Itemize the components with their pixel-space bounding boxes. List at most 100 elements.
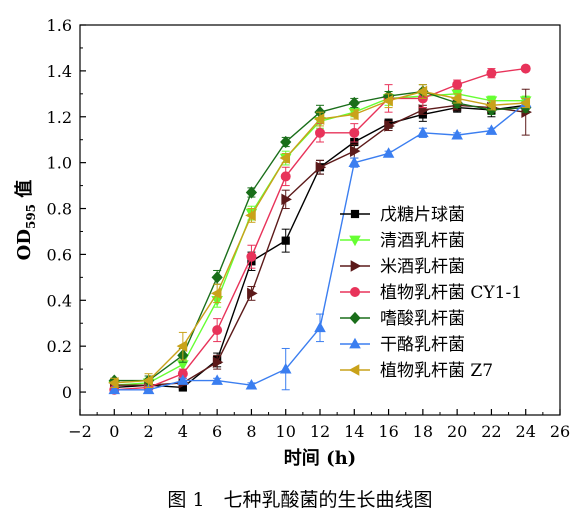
data-point bbox=[281, 236, 290, 245]
legend-marker bbox=[350, 287, 360, 297]
x-tick-label: 12 bbox=[310, 422, 330, 441]
x-tick-label: −2 bbox=[68, 422, 92, 441]
data-point bbox=[315, 127, 325, 138]
y-tick-label: 1.0 bbox=[47, 154, 72, 173]
data-point bbox=[212, 325, 223, 336]
y-tick-label: 1.4 bbox=[47, 62, 72, 81]
data-point bbox=[176, 340, 188, 352]
plot-frame bbox=[79, 24, 561, 416]
data-point bbox=[314, 321, 326, 333]
data-point bbox=[177, 374, 189, 385]
data-point bbox=[245, 186, 258, 199]
series-6 bbox=[108, 96, 532, 395]
data-point bbox=[417, 126, 429, 138]
y-axis: 0 0.2 0.4 0.6 0.8 1.0 1.2 1.4 1.6 bbox=[47, 16, 86, 402]
x-tick-label: 24 bbox=[516, 422, 536, 441]
x-tick-label: 20 bbox=[447, 422, 467, 441]
y-axis-title-main: OD bbox=[14, 229, 35, 260]
data-point bbox=[279, 152, 291, 164]
data-point bbox=[349, 145, 361, 157]
y-tick-label: 0.2 bbox=[47, 337, 72, 356]
data-point bbox=[108, 377, 119, 389]
y-tick-label: 0.8 bbox=[47, 200, 72, 219]
data-point bbox=[313, 113, 325, 125]
data-point bbox=[211, 374, 223, 385]
legend-marker bbox=[349, 235, 361, 247]
x-tick-label: 26 bbox=[550, 422, 570, 441]
y-tick-label: 0 bbox=[62, 383, 72, 402]
data-point bbox=[245, 209, 256, 222]
data-point bbox=[520, 63, 531, 74]
data-point bbox=[382, 147, 395, 158]
data-point bbox=[245, 378, 258, 390]
series-layer bbox=[108, 63, 532, 395]
data-point bbox=[247, 287, 258, 300]
x-tick-label: 0 bbox=[109, 422, 119, 441]
data-point bbox=[452, 79, 463, 90]
x-tick-label: 8 bbox=[246, 422, 256, 441]
x-tick-label: 18 bbox=[413, 422, 433, 441]
data-point bbox=[382, 94, 393, 107]
x-tick-label: 4 bbox=[178, 422, 188, 441]
x-tick-label: 16 bbox=[378, 422, 398, 441]
data-point bbox=[349, 127, 360, 138]
data-point bbox=[348, 156, 361, 167]
legend-marker bbox=[349, 337, 361, 349]
legend-marker bbox=[350, 209, 360, 219]
y-tick-label: 0.4 bbox=[47, 291, 72, 310]
data-point bbox=[450, 92, 462, 105]
legend-marker bbox=[349, 311, 361, 325]
legend-label: 嗜酸乳杆菌 bbox=[380, 309, 465, 329]
y-axis-title: OD595 值 bbox=[13, 180, 38, 261]
legend-item: 植物乳杆菌 CY1-1 bbox=[340, 283, 522, 303]
data-point bbox=[485, 124, 498, 135]
series-7 bbox=[108, 84, 531, 389]
data-point bbox=[212, 356, 224, 369]
legend-item: 清酒乳杆菌 bbox=[340, 231, 465, 251]
data-point bbox=[315, 161, 327, 174]
figure-caption: 图 1 七种乳酸菌的生长曲线图 bbox=[167, 489, 432, 511]
data-point bbox=[279, 362, 292, 374]
legend-label: 植物乳杆菌 Z7 bbox=[380, 361, 493, 381]
data-point bbox=[416, 85, 428, 98]
x-tick-label: 10 bbox=[276, 422, 296, 441]
legend-item: 干酪乳杆菌 bbox=[340, 335, 465, 355]
data-point bbox=[280, 171, 291, 182]
x-tick-label: 14 bbox=[344, 422, 364, 441]
x-axis: −2 0 2 4 6 8 10 12 14 16 18 20 22 24 26 bbox=[68, 409, 570, 441]
legend-label: 戊糖片球菌 bbox=[380, 205, 465, 225]
svg-text:OD595 值: OD595 值 bbox=[13, 180, 38, 261]
x-tick-label: 6 bbox=[212, 422, 222, 441]
y-tick-label: 1.2 bbox=[47, 108, 72, 127]
legend-item: 米酒乳杆菌 bbox=[340, 257, 465, 277]
y-axis-title-suffix: 值 bbox=[13, 180, 35, 204]
data-point bbox=[281, 193, 292, 206]
y-axis-title-sub: 595 bbox=[24, 204, 38, 229]
x-tick-label: 2 bbox=[143, 422, 153, 441]
legend-item: 戊糖片球菌 bbox=[340, 205, 465, 225]
data-point bbox=[108, 383, 121, 395]
legend-item: 植物乳杆菌 Z7 bbox=[340, 361, 493, 381]
data-point bbox=[451, 128, 463, 140]
y-tick-label: 1.6 bbox=[47, 16, 72, 35]
x-axis-title: 时间 (h) bbox=[284, 448, 356, 469]
legend-label: 干酪乳杆菌 bbox=[380, 335, 465, 355]
data-point bbox=[246, 251, 257, 262]
legend-marker bbox=[350, 260, 362, 272]
data-point bbox=[348, 108, 359, 121]
data-point bbox=[485, 99, 496, 112]
legend-label: 米酒乳杆菌 bbox=[380, 257, 465, 277]
legend-item: 嗜酸乳杆菌 bbox=[340, 309, 465, 329]
legend-marker bbox=[348, 364, 360, 376]
plot-border bbox=[79, 24, 561, 416]
data-point bbox=[210, 287, 222, 300]
data-point bbox=[384, 120, 395, 132]
data-point bbox=[519, 97, 531, 109]
legend-label: 植物乳杆菌 CY1-1 bbox=[380, 283, 522, 303]
x-tick-label: 22 bbox=[481, 422, 501, 441]
y-tick-label: 0.6 bbox=[47, 245, 72, 264]
data-point bbox=[211, 271, 223, 284]
data-point bbox=[142, 374, 153, 387]
